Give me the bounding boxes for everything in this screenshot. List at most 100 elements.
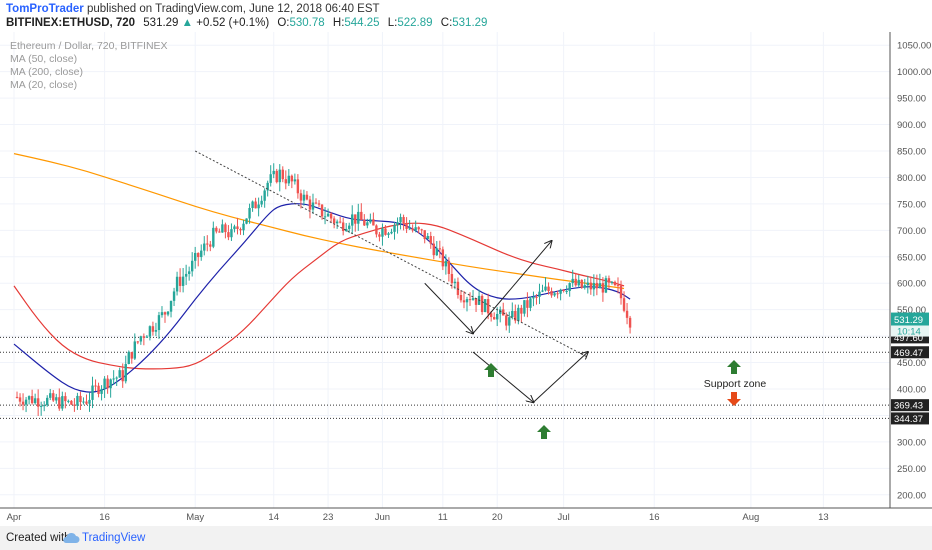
candle-body [414,227,417,231]
indicator-legend: Ethereum / Dollar, 720, BITFINEX MA (50,… [10,40,168,92]
candle-body [532,296,535,299]
level-tag-label: 469.47 [894,348,923,359]
candle-body [64,396,67,402]
candle-body [351,214,354,226]
legend-ma50[interactable]: MA (50, close) [10,53,78,65]
candle-body [565,290,568,292]
candle-body [76,395,79,406]
candle-body [604,278,608,293]
candle-body [523,300,526,314]
chart-header: TomProTrader published on TradingView.co… [0,0,932,32]
candle-body [438,248,442,250]
candle-body [239,229,242,231]
candle-body [157,315,161,331]
candle-body [399,217,402,223]
time-axis[interactable]: Apr 16 May 14 23 Jun 11 20 Jul 16 Aug 13 [0,507,932,523]
open-label: O: [277,17,290,29]
candle-body [94,385,97,387]
candle-body [381,228,384,237]
last-price-tag [891,312,929,326]
candle-body [242,223,245,231]
candle-body [281,169,284,180]
x-tick-label: Aug [742,512,759,523]
candle-body [290,175,294,182]
candle-body [586,282,589,286]
candle-body [474,298,478,305]
y-tick-label: 300.00 [897,437,926,448]
candle-body [106,378,109,389]
candle-body [112,378,115,380]
ma200-line [13,153,625,290]
symbol-label[interactable]: BITFINEX:ETHUSD, 720 [6,17,136,29]
candle-body [535,296,538,298]
candle-body [486,299,490,314]
tradingview-brand-link[interactable]: TradingView [82,532,146,544]
candle-body [432,243,435,256]
candle-body [293,179,297,182]
candle-body [206,243,209,245]
candle-body [559,289,562,294]
candle-body [568,283,571,291]
candle-body [505,315,508,326]
y-tick-label: 450.00 [897,358,926,369]
candle-body [163,312,167,315]
candle-body [423,230,426,240]
y-tick-label: 950.00 [897,94,926,105]
chart-grid [0,32,890,508]
candle-body [203,243,206,251]
candle-body [224,224,227,233]
candle-body [194,252,197,261]
candle-body [338,221,342,223]
candle-body [450,274,454,284]
candle-body [453,281,457,284]
candle-body [118,370,121,378]
candle-body [124,363,127,382]
candle-body [130,352,133,359]
candle-body [230,229,233,238]
candle-body [79,395,82,403]
y-tick-label: 750.00 [897,199,926,210]
level-tag-label: 369.43 [894,401,923,412]
y-tick-label: 600.00 [897,279,926,290]
candle-body [218,231,221,233]
candle-body [166,311,170,315]
legend-ma200[interactable]: MA (200, close) [10,66,83,78]
candle-body [254,201,257,209]
x-tick-label: 16 [99,512,110,523]
projection-segment [472,351,533,402]
candle-body [514,310,517,321]
down-arrow-icon [727,392,741,406]
candle-body [541,290,544,292]
candle-body [411,228,414,231]
trendline-path [194,150,589,358]
candle-body [251,201,254,208]
x-tick-label: May [186,512,204,523]
candle-body [517,307,520,321]
price-chart[interactable]: Support zone 200.00250.00300.00350.00400… [0,0,932,526]
price-axis[interactable]: 200.00250.00300.00350.00400.00450.00500.… [889,32,931,508]
candle-body [538,291,541,297]
candle-body [269,174,272,183]
candle-body [508,317,511,326]
candle-body [184,273,188,277]
candle-body [526,300,529,308]
candle-body [278,169,281,183]
up-triangle-icon: ▲ [181,17,194,29]
candle-body [33,398,37,404]
y-tick-label: 550.00 [897,305,926,316]
candle-body [299,193,303,201]
price-change: +0.52 (+0.1%) [196,17,270,29]
legend-ma20[interactable]: MA (20, close) [10,79,78,91]
candle-body [456,281,460,295]
author-link[interactable]: TomProTrader [6,3,84,15]
candle-body [139,336,143,342]
candle-body [314,202,318,204]
x-tick-label: Jul [558,512,570,523]
candle-body [151,326,155,332]
candle-body [142,336,146,338]
candle-body [502,309,505,316]
candle-body [233,226,236,230]
candle-body [622,298,626,311]
x-tick-label: 13 [818,512,829,523]
